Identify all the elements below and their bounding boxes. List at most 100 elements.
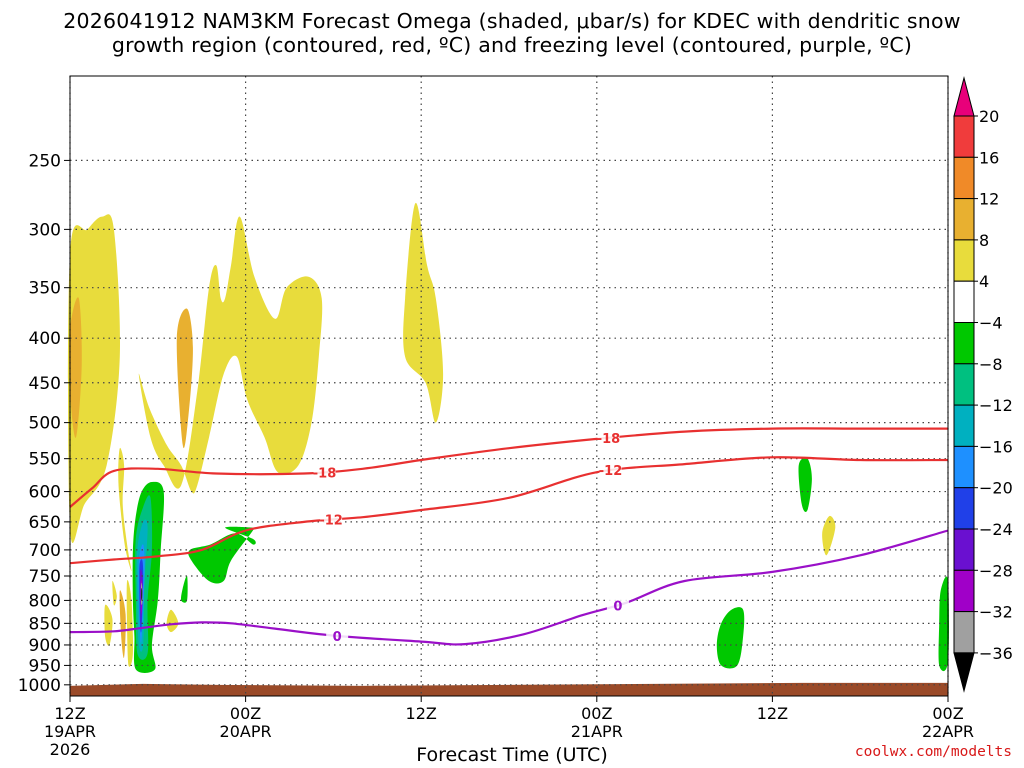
colorbar-band-11	[953, 528, 975, 571]
ytick-label-900: 900	[29, 636, 61, 656]
colorbar-band-13	[953, 611, 975, 654]
contour-label-2-1: 0	[613, 599, 622, 614]
credit-text: coolwx.com/modelts	[854, 744, 1012, 760]
colorbar-band-2	[953, 156, 975, 200]
contour-label-bg-0-0	[313, 465, 336, 480]
colorbar-band-9	[953, 445, 975, 489]
colorbar-band-8	[953, 404, 975, 447]
colorbar-label-1: 16	[979, 148, 999, 167]
colorbar-band-1	[953, 115, 975, 158]
colorbar-bottom-arrow	[953, 652, 975, 693]
chart-title-line2: growth region (contoured, red, ºC) and f…	[111, 33, 913, 57]
ytick-label-600: 600	[29, 483, 61, 503]
ytick-label-350: 350	[29, 279, 61, 299]
omega-region-2	[138, 216, 323, 494]
omega-region-24	[798, 457, 812, 512]
omega-shading	[68, 202, 950, 673]
omega-region-8	[119, 590, 126, 659]
ytick-label-700: 700	[29, 541, 61, 561]
temperature-contours: -18 -18 -12 -12 0 0	[69, 427, 949, 646]
xtick-label-1: 00Z	[230, 704, 261, 723]
contour-label-bg-1-1	[599, 462, 622, 477]
ytick-label-500: 500	[29, 414, 61, 434]
xtick-label-4: 12Z	[757, 704, 788, 723]
contour-label-0-1: -18	[597, 432, 621, 447]
omega-region-22	[188, 526, 257, 584]
omega-region-5	[118, 447, 132, 571]
colorbar-label-6: −8	[979, 355, 1003, 374]
ytick-label-300: 300	[29, 220, 61, 240]
colorbar-band-7	[953, 363, 975, 406]
contour-label-0-0: -18	[313, 467, 337, 482]
contour-label-1-0: -12	[319, 514, 343, 529]
colorbar-top-arrow	[953, 76, 975, 117]
ytick-label-550: 550	[29, 450, 61, 470]
ytick-label-950: 950	[29, 656, 61, 676]
omega-region-7	[112, 580, 117, 606]
omega-region-3	[176, 308, 193, 449]
omega-region-25	[938, 576, 950, 672]
colorbar-label-13: −36	[979, 644, 1013, 663]
ytick-label-650: 650	[29, 513, 61, 533]
ytick-label-800: 800	[29, 591, 61, 611]
contour-label-1-1: -12	[599, 464, 623, 479]
ytick-label-850: 850	[29, 614, 61, 634]
xtick-label-2: 12Z	[406, 704, 437, 723]
xtick-label-5: 00Z	[932, 704, 963, 723]
colorbar-label-5: −4	[979, 314, 1003, 333]
xtick-sublabel-1: 20APR	[220, 722, 272, 741]
contour-label-2-0: 0	[333, 630, 342, 645]
contour-label-bg-2-1	[606, 598, 629, 613]
colorbar-band-12	[953, 569, 975, 613]
xtick-sublabel-5: 22APR	[922, 722, 974, 741]
contour-label-bg-2-0	[326, 628, 349, 643]
contour-line-0	[69, 427, 948, 508]
colorbar-label-3: 8	[979, 231, 989, 250]
ytick-label-1000: 1000	[18, 676, 61, 696]
colorbar-label-10: −24	[979, 520, 1013, 539]
chart-title-line1: 2026041912 NAM3KM Forecast Omega (shaded…	[63, 9, 961, 33]
colorbar-label-4: 4	[979, 272, 989, 291]
x-axis-title: Forecast Time (UTC)	[416, 744, 608, 766]
colorbar-band-6	[953, 322, 975, 365]
xtick-label-0: 12Z	[54, 704, 85, 723]
ytick-label-450: 450	[29, 374, 61, 394]
colorbar: 20 16 12 8 4 −4 −8 −12 −16 −20 −24 −28 −32 −36	[953, 76, 1013, 693]
omega-region-6	[104, 604, 113, 646]
omega-region-9	[126, 579, 134, 667]
colorbar-label-9: −20	[979, 479, 1013, 498]
colorbar-band-4	[953, 239, 975, 282]
surface-band	[70, 682, 948, 696]
surface-ground	[70, 682, 948, 696]
omega-region-4	[403, 202, 444, 423]
omega-region-23	[716, 607, 745, 669]
colorbar-label-8: −16	[979, 437, 1013, 456]
colorbar-band-3	[953, 198, 975, 241]
colorbar-label-11: −28	[979, 561, 1013, 580]
omega-region-11	[822, 515, 836, 556]
omega-region-0	[68, 214, 121, 544]
colorbar-label-12: −32	[979, 603, 1013, 622]
ytick-label-400: 400	[29, 329, 61, 349]
omega-region-20	[141, 587, 143, 601]
omega-region-1	[69, 297, 82, 438]
xtick-sublabel-0: 19APR	[44, 722, 96, 741]
contour-line-2	[69, 529, 949, 646]
omega-region-10	[166, 609, 179, 633]
colorbar-label-0: 20	[979, 107, 999, 126]
xtick-label-3: 00Z	[581, 704, 612, 723]
xtick-sublabel-3: 21APR	[571, 722, 623, 741]
plot-frame	[69, 75, 949, 697]
contour-line-1	[69, 456, 949, 565]
contour-label-bg-1-0	[320, 512, 343, 527]
y-axis: 2503003504004505005506006507007508008509…	[18, 151, 70, 696]
contour-label-bg-0-1	[597, 430, 620, 445]
colorbar-label-2: 12	[979, 190, 999, 209]
ytick-label-750: 750	[29, 567, 61, 587]
colorbar-band-5	[953, 280, 975, 324]
colorbar-band-10	[953, 487, 975, 530]
omega-region-21	[180, 575, 188, 603]
ytick-label-250: 250	[29, 151, 61, 171]
